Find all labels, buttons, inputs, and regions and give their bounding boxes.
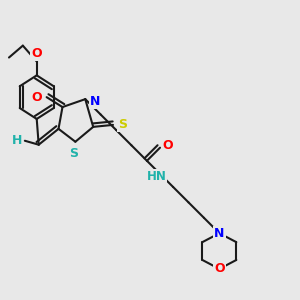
Text: O: O [214, 262, 225, 275]
Text: S: S [69, 147, 78, 160]
Text: N: N [90, 94, 101, 108]
Text: O: O [32, 91, 42, 104]
Text: O: O [32, 47, 42, 60]
Text: N: N [214, 227, 224, 240]
Text: HN: HN [146, 170, 166, 183]
Text: H: H [12, 134, 22, 147]
Text: S: S [118, 118, 127, 131]
Text: O: O [163, 139, 173, 152]
